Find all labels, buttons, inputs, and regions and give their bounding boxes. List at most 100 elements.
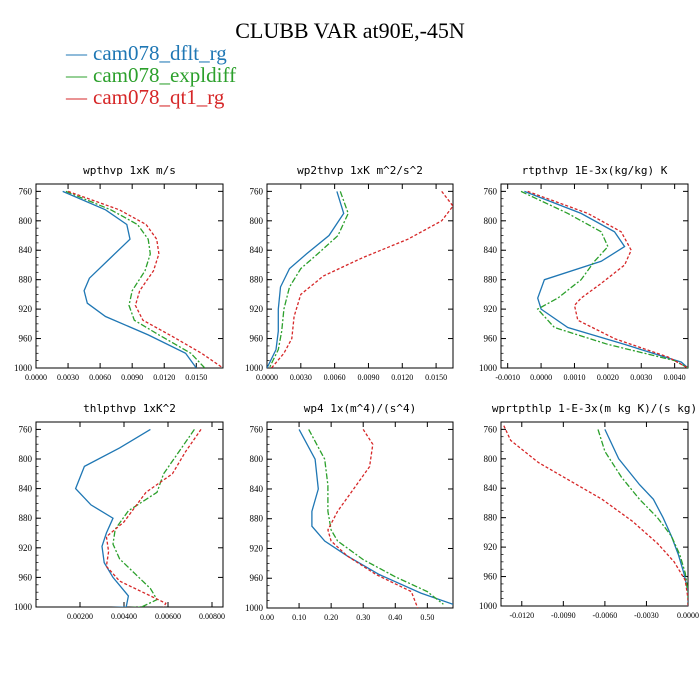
y-tick-label: 800 bbox=[484, 454, 498, 464]
x-tick-label: 0.0000 bbox=[256, 373, 278, 382]
y-tick-label: 1000 bbox=[14, 363, 33, 373]
legend-label-dflt: cam078_dflt_rg bbox=[93, 40, 227, 65]
y-tick-label: 960 bbox=[19, 572, 33, 582]
series-line-cam078_qt1_rg bbox=[105, 429, 202, 607]
y-tick-label: 880 bbox=[19, 513, 33, 523]
y-tick-label: 1000 bbox=[479, 601, 498, 611]
subplot-title: wp2thvp 1xK m^2/s^2 bbox=[297, 164, 423, 177]
y-tick-label: 760 bbox=[484, 424, 498, 434]
x-tick-label: 0.30 bbox=[356, 613, 370, 622]
y-tick-label: 840 bbox=[19, 484, 33, 494]
x-tick-label: -0.0090 bbox=[551, 611, 576, 620]
legend-item-dflt: — cam078_dflt_rg bbox=[66, 40, 236, 65]
y-tick-label: 920 bbox=[484, 542, 498, 552]
y-tick-label: 1000 bbox=[479, 363, 498, 373]
y-tick-label: 920 bbox=[484, 304, 498, 314]
plot-frame bbox=[266, 183, 454, 369]
y-tick-label: 960 bbox=[19, 334, 33, 344]
x-tick-label: -0.0010 bbox=[495, 373, 520, 382]
y-tick-label: 960 bbox=[250, 573, 264, 583]
y-tick-label: 960 bbox=[250, 334, 264, 344]
legend-label-expldiff: cam078_expldiff bbox=[93, 62, 237, 87]
legend-swatch-expldiff: — bbox=[66, 62, 87, 87]
y-tick-label: 920 bbox=[19, 543, 33, 553]
series-line-cam078_qt1_rg bbox=[527, 190, 688, 368]
x-tick-label: 0.00200 bbox=[67, 612, 93, 621]
subplot-title: wprtpthlp 1-E-3x(m kg K)/(s kg) bbox=[492, 402, 697, 415]
y-tick-label: 1000 bbox=[14, 602, 33, 612]
x-tick-label: 0.0120 bbox=[391, 373, 413, 382]
plot-frame bbox=[266, 421, 454, 609]
plot-frame bbox=[35, 421, 224, 608]
y-tick-label: 800 bbox=[19, 454, 33, 464]
y-tick-label: 800 bbox=[250, 454, 264, 464]
x-tick-label: 0.20 bbox=[324, 613, 338, 622]
y-tick-label: 1000 bbox=[245, 603, 264, 613]
x-tick-label: 0.0020 bbox=[597, 373, 619, 382]
series-line-cam078_dflt_rg bbox=[62, 190, 197, 368]
series-line-cam078_expldiff bbox=[597, 429, 688, 606]
y-tick-label: 920 bbox=[19, 304, 33, 314]
x-tick-label: -0.0060 bbox=[593, 611, 618, 620]
subplot-1: wpthvp 1xK m/s76080084088092096010000.00… bbox=[14, 164, 224, 382]
legend: — cam078_dflt_rg — cam078_expldiff — cam… bbox=[66, 40, 237, 109]
series-line-cam078_expldiff bbox=[268, 191, 349, 368]
legend-swatch-dflt: — bbox=[66, 40, 87, 65]
series-line-cam078_dflt_rg bbox=[298, 429, 453, 605]
x-tick-label: 0.50 bbox=[420, 613, 434, 622]
y-tick-label: 960 bbox=[484, 334, 498, 344]
subplot-6: wprtpthlp 1-E-3x(m kg K)/(s kg) 760 800 840… bbox=[479, 402, 699, 620]
series-line-cam078_dflt_rg bbox=[74, 428, 151, 607]
series-line-cam078_dflt_rg bbox=[524, 190, 688, 368]
x-tick-label: 0.0000 bbox=[25, 373, 47, 382]
y-tick-label: 760 bbox=[19, 424, 33, 434]
y-tick-label: 760 bbox=[19, 186, 33, 196]
subplot-title: thlpthvp 1xK^2 bbox=[83, 402, 176, 415]
y-tick-label: 880 bbox=[250, 275, 264, 285]
series-line-cam078_qt1_rg bbox=[67, 190, 223, 368]
x-tick-label: 0.0120 bbox=[153, 373, 175, 382]
legend-item-qt1: — cam078_qt1_rg bbox=[66, 84, 236, 109]
subplot-title: wp4 1x(m^4)/(s^4) bbox=[304, 402, 417, 415]
figure-title: CLUBB VAR at90E,-45N bbox=[235, 18, 465, 43]
x-tick-label: 0.00400 bbox=[111, 612, 137, 621]
y-tick-label: 960 bbox=[484, 572, 498, 582]
y-tick-label: 880 bbox=[484, 513, 498, 523]
x-tick-label: 0.0150 bbox=[185, 373, 207, 382]
x-tick-label: 0.0000 bbox=[530, 373, 552, 382]
y-tick-label: 840 bbox=[250, 245, 264, 255]
x-tick-label: 0.0060 bbox=[89, 373, 111, 382]
y-tick-label: 800 bbox=[250, 216, 264, 226]
plot-frame bbox=[35, 183, 224, 369]
y-tick-label: 880 bbox=[250, 514, 264, 524]
subplot-4: thlpthvp 1xK^2 760 800 840 880 920 960 1000 0.00… bbox=[14, 402, 225, 621]
series-line-cam078_expldiff bbox=[65, 190, 206, 368]
subplot-2: wp2thvp 1xK m^2/s^2 760 800 840 880 920 960 100… bbox=[245, 164, 454, 382]
series-line-cam078_dflt_rg bbox=[267, 191, 345, 368]
x-tick-label: 0.0090 bbox=[121, 373, 143, 382]
legend-swatch-qt1: — bbox=[66, 84, 87, 109]
subplot-3: rtpthvp 1E-3x(kg/kg) K 760 800 840 880 920 960… bbox=[479, 164, 689, 382]
y-tick-label: 760 bbox=[250, 186, 264, 196]
series-line-cam078_expldiff bbox=[308, 429, 444, 605]
y-tick-label: 880 bbox=[484, 275, 498, 285]
y-tick-label: 880 bbox=[19, 275, 33, 285]
series-line-cam078_qt1_rg bbox=[327, 429, 419, 608]
x-tick-label: 0.0030 bbox=[290, 373, 312, 382]
series-line-cam078_expldiff bbox=[520, 190, 688, 368]
y-tick-label: 760 bbox=[484, 186, 498, 196]
y-tick-label: 800 bbox=[484, 216, 498, 226]
y-tick-label: 1000 bbox=[245, 363, 264, 373]
y-tick-label: 840 bbox=[19, 245, 33, 255]
y-tick-label: 920 bbox=[250, 304, 264, 314]
x-tick-label: -0.0120 bbox=[509, 611, 534, 620]
y-tick-label: 760 bbox=[250, 424, 264, 434]
x-tick-label: 0.0060 bbox=[324, 373, 346, 382]
y-tick-label: 920 bbox=[250, 543, 264, 553]
subplot-5: wp4 1x(m^4)/(s^4)76080084088092096010000… bbox=[245, 402, 454, 622]
y-tick-label: 840 bbox=[250, 484, 264, 494]
x-tick-label: 0.0030 bbox=[57, 373, 79, 382]
legend-item-expldiff: — cam078_expldiff bbox=[66, 62, 237, 87]
x-tick-label: 0.00 bbox=[260, 613, 274, 622]
